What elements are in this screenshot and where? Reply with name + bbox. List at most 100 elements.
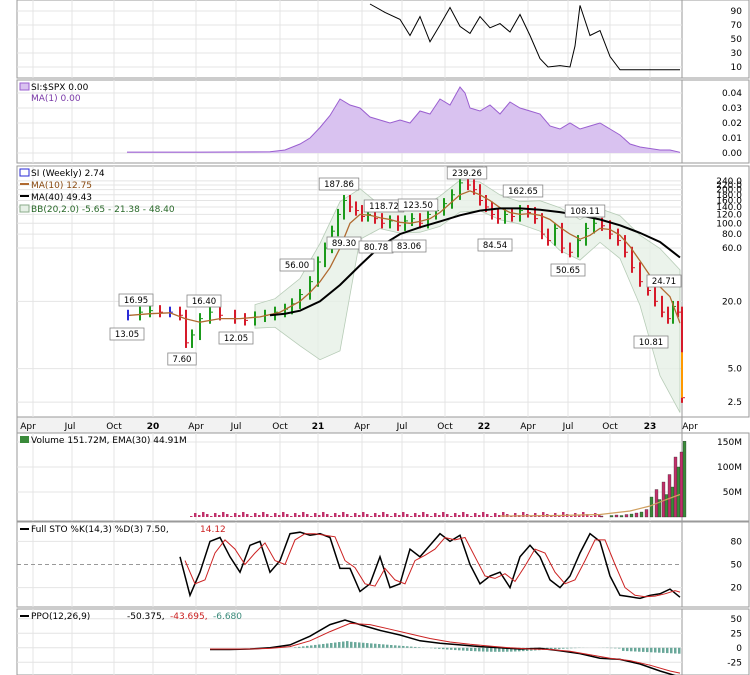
y-tick-label: 90: [731, 7, 743, 17]
price-annotation: 24.71: [652, 277, 676, 287]
ppo-histogram-bar: [382, 644, 385, 648]
volume-bar-small: [246, 514, 249, 517]
ppo-histogram-bar: [450, 647, 453, 650]
volume-bar-small: [382, 512, 385, 517]
rs-area: [127, 87, 680, 153]
ppo-histogram-bar: [622, 647, 625, 651]
price-annotation-box: [318, 177, 360, 191]
price-annotation-box: [646, 274, 682, 288]
volume-bar: [624, 514, 629, 518]
x-tick-label: Oct: [602, 422, 618, 432]
volume-bar-small: [422, 512, 425, 517]
legend-swatch-price: [19, 168, 30, 177]
x-tick-label: Oct: [106, 422, 122, 432]
ppo-histogram-bar: [654, 647, 657, 653]
ppo-histogram-bar: [378, 644, 381, 648]
legend-ppo-hist: -6.680: [213, 612, 242, 622]
y-tick-label: 100.0: [716, 219, 742, 229]
ppo-histogram-bar: [614, 647, 617, 649]
ppo-histogram-bar: [470, 647, 473, 652]
volume-bar-small: [278, 515, 281, 517]
y-tick-label: 0.04: [722, 89, 742, 99]
volume-bar: [599, 515, 604, 518]
volume-bar-small: [498, 515, 501, 517]
volume-bar-small: [190, 516, 193, 517]
ppo-histogram-bar: [486, 647, 489, 652]
x-tick-label: Apr: [20, 422, 36, 432]
volume-bar-small: [570, 516, 573, 517]
price-annotation-box: [118, 293, 154, 307]
ppo-histogram-bar: [338, 642, 341, 648]
ppo-histogram-bar: [638, 647, 641, 652]
volume-bar: [679, 451, 684, 518]
volume-bar-small: [230, 516, 233, 517]
y-tick-label: 0.00: [722, 149, 742, 159]
ppo-histogram-bar: [390, 645, 393, 648]
y-tick-label: 30: [731, 49, 743, 59]
volume-bar-small: [338, 515, 341, 517]
volume-bar: [614, 514, 619, 518]
ppo-histogram-bar: [650, 647, 653, 653]
ppo-histogram-bar: [374, 643, 377, 648]
ppo-histogram-bar: [658, 647, 661, 653]
legend-sto-d: 14.12: [200, 525, 226, 535]
volume-bar-small: [286, 514, 289, 517]
ppo-histogram-bar: [670, 647, 673, 654]
volume-bar-small: [470, 516, 473, 517]
x-tick-label: Apr: [682, 422, 698, 432]
y-tick-label: 50M: [723, 488, 742, 498]
volume-bar-small: [238, 515, 241, 517]
price-annotation-box: [446, 166, 488, 180]
ppo-histogram-bar: [510, 647, 513, 652]
volume-bar-small: [334, 513, 337, 517]
y-tick-label: 50: [731, 615, 743, 625]
volume-bar-small: [266, 514, 269, 517]
price-annotation-box: [391, 239, 427, 253]
ppo-histogram-bar: [466, 647, 469, 651]
x-tick-label: 23: [644, 422, 657, 432]
volume-bar-small: [586, 514, 589, 517]
ppo-histogram-bar: [462, 647, 465, 651]
ppo-histogram-bar: [562, 647, 565, 649]
y-tick-label: 220.0: [716, 181, 742, 191]
price-annotation: 89.30: [332, 239, 356, 249]
volume-bar: [619, 515, 624, 518]
panel-ppo: [16, 608, 683, 675]
volume-bar-small: [282, 512, 285, 517]
ppo-histogram-bar: [358, 642, 361, 648]
volume-bar: [670, 486, 675, 518]
x-tick-label: Apr: [188, 422, 204, 432]
legend-rs: SI:$SPX 0.00: [31, 83, 89, 93]
ppo-histogram-bar: [446, 647, 449, 650]
volume-bar-small: [514, 513, 517, 517]
top-indicator-line: [369, 3, 680, 71]
volume-bar-small: [354, 513, 357, 517]
y-tick-label: 2.5: [728, 398, 742, 408]
price-annotation: 16.40: [192, 297, 216, 307]
volume-bar-small: [450, 516, 453, 517]
axis-box-price: [681, 165, 750, 418]
price-annotation-box: [109, 327, 145, 341]
ppo-signal-line: [210, 622, 681, 674]
ppo-histogram-bar: [554, 647, 557, 650]
x-tick-label: Oct: [272, 422, 288, 432]
ppo-histogram-bar: [506, 647, 509, 652]
volume-bar-small: [234, 513, 237, 517]
volume-bar-small: [226, 514, 229, 517]
price-annotation-box: [397, 198, 439, 212]
ppo-histogram-bar: [674, 647, 677, 654]
ppo-histogram-bar: [618, 647, 621, 649]
volume-bar-small: [486, 514, 489, 517]
volume-bar: [649, 496, 654, 518]
volume-bar: [676, 466, 681, 518]
volume-bar: [661, 481, 666, 518]
ppo-histogram-bar: [454, 647, 457, 651]
price-annotation: 16.95: [124, 296, 148, 306]
volume-bar-small: [358, 515, 361, 517]
ppo-histogram-bar: [410, 646, 413, 648]
axis-box-sto: [681, 521, 750, 608]
volume-bar-small: [426, 514, 429, 517]
ppo-histogram-bar: [310, 645, 313, 648]
ppo-histogram-bar: [406, 646, 409, 648]
ppo-histogram-bar: [498, 647, 501, 652]
